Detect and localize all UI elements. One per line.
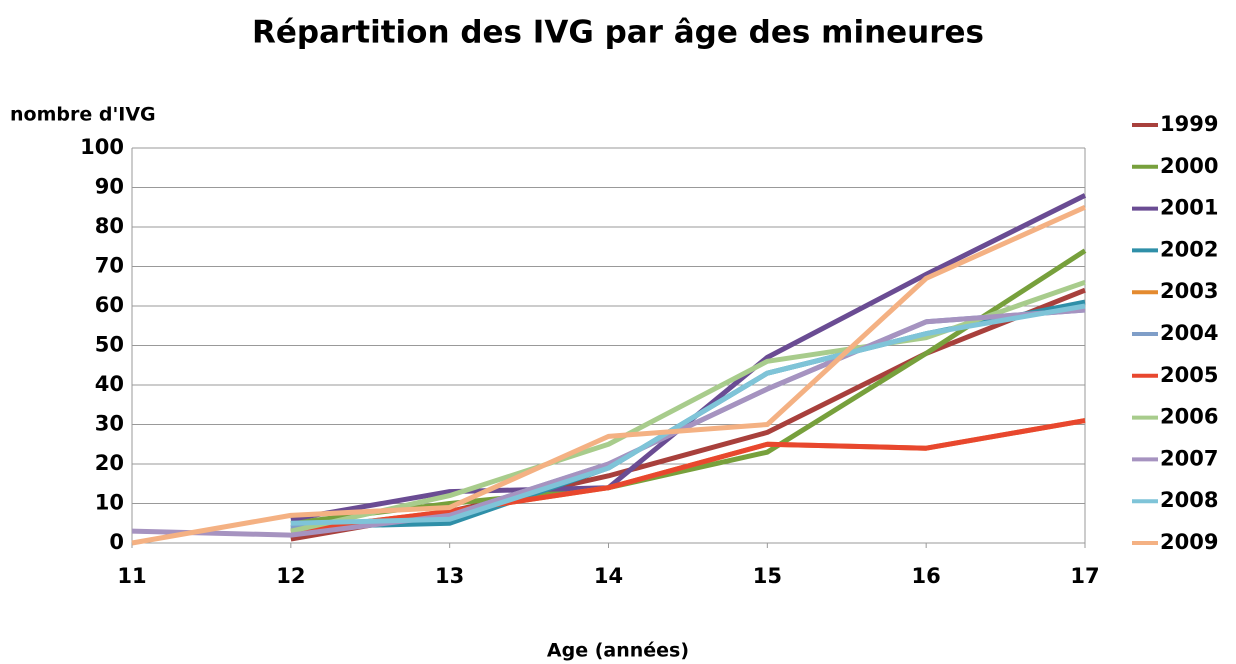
y-tick-label: 40 [95,372,124,396]
legend-label: 2004 [1160,321,1218,345]
x-axis-label: Age (années) [547,640,689,662]
x-tick-label: 13 [435,564,464,588]
legend-label: 2001 [1160,196,1218,220]
series-line [290,303,1086,526]
x-tick-label: 17 [1070,564,1099,588]
legend-label: 2006 [1160,405,1218,429]
series-line [290,418,1086,534]
legend-label: 2009 [1160,530,1218,554]
legend-label: 2000 [1160,154,1218,178]
legend-label: 2007 [1160,446,1218,470]
legend-label: 2002 [1160,237,1218,261]
y-tick-label: 30 [95,412,124,436]
x-tick-label: 15 [753,564,782,588]
y-tick-label: 90 [95,175,124,199]
y-axis-label: nombre d'IVG [10,104,156,126]
series-line [290,248,1087,526]
series-line [131,204,1087,546]
series-line [131,307,1086,538]
x-tick-label: 16 [912,564,941,588]
chart-title: Répartition des IVG par âge des mineures [252,15,984,51]
x-tick-label: 14 [594,564,623,588]
y-tick-label: 50 [95,333,124,357]
y-tick-label: 20 [95,451,124,475]
x-tick-label: 12 [276,564,305,588]
y-tick-label: 0 [109,530,124,554]
legend-label: 2008 [1160,488,1218,512]
y-tick-label: 10 [95,491,124,515]
legend-label: 2003 [1160,279,1218,303]
legend-label: 2005 [1160,363,1218,387]
y-tick-label: 70 [95,254,124,278]
x-tick-label: 11 [117,564,146,588]
legend-label: 1999 [1160,112,1218,136]
y-tick-label: 60 [95,293,124,317]
y-tick-label: 80 [95,214,124,238]
y-tick-label: 100 [80,135,124,159]
